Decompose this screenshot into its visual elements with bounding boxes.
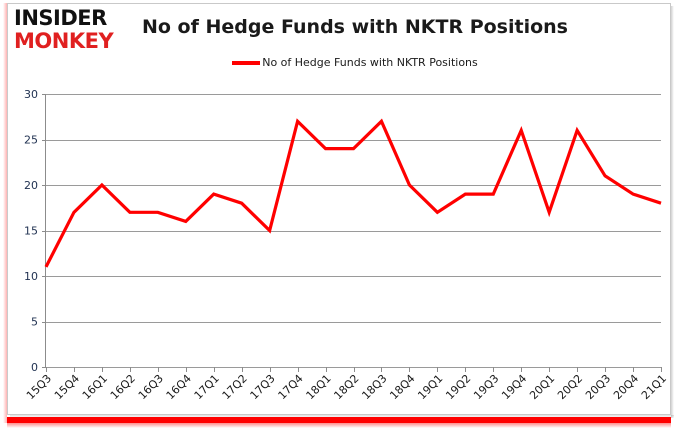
x-axis-tick-label: 19Q1 [415,372,445,402]
legend-color-swatch [232,60,261,65]
insider-monkey-logo: INSIDER MONKEY [14,8,139,60]
frame-shadow-bottom [10,415,674,418]
bottom-red-bar [7,417,671,423]
x-axis-tick-label: 19Q2 [443,372,473,402]
chart-frame [7,3,671,415]
chart-legend: No of Hedge Funds with NKTR Positions [140,56,570,69]
logo-line-top: INSIDER [14,6,107,30]
x-axis-labels: 15Q315Q416Q116Q216Q316Q417Q117Q217Q317Q4… [24,372,669,402]
x-axis-tick-label: 20Q2 [555,372,585,402]
y-axis-tick-label: 0 [31,361,38,374]
x-axis-tick-label: 18Q1 [304,372,334,402]
gridlines-group [46,94,661,368]
x-axis-tick-label: 20Q1 [527,372,557,402]
y-axis-tick-label: 20 [24,179,38,192]
x-axis-tick-label: 16Q3 [136,372,166,402]
x-axis-tick-label: 18Q3 [359,372,389,402]
chart-title: No of Hedge Funds with NKTR Positions [141,16,568,38]
left-red-edge [3,3,7,423]
x-axis-tick-label: 15Q3 [24,372,54,402]
y-axis-tick-label: 10 [24,270,38,283]
x-axis-tick-label: 17Q2 [220,372,250,402]
x-axis-tick-label: 19Q3 [471,372,501,402]
x-axis-tick-label: 16Q4 [164,372,194,402]
x-axis-tick-label: 16Q1 [80,372,110,402]
y-axis-tick-label: 30 [24,88,38,101]
x-axis-tick-label: 16Q2 [108,372,138,402]
y-axis-tick-label: 25 [24,134,38,147]
logo-line-bottom: MONKEY [14,29,114,53]
x-axis-tick-label: 18Q4 [387,372,417,402]
x-axis-tick-label: 21Q1 [639,372,669,402]
x-axis-tick-label: 18Q2 [331,372,361,402]
x-axis-tick-label: 17Q1 [192,372,222,402]
x-axis-tick-label: 20Q3 [583,372,613,402]
bottom-red-bar-glow [7,423,671,428]
x-axis-tick-label: 15Q4 [52,372,82,402]
x-tick-group [46,367,662,372]
legend-label: No of Hedge Funds with NKTR Positions [262,56,478,69]
y-axis-labels: 0 5 10 15 20 25 30 [24,88,38,374]
x-axis-tick-label: 19Q4 [499,372,529,402]
series-line-nktr [44,118,662,268]
frame-shadow-right [671,6,674,418]
x-axis-tick-label: 20Q4 [611,372,641,402]
y-axis-tick-label: 15 [24,225,38,238]
x-axis-tick-label: 17Q4 [276,372,306,402]
y-axis-tick-label: 5 [31,316,38,329]
x-axis-tick-label: 17Q3 [248,372,278,402]
